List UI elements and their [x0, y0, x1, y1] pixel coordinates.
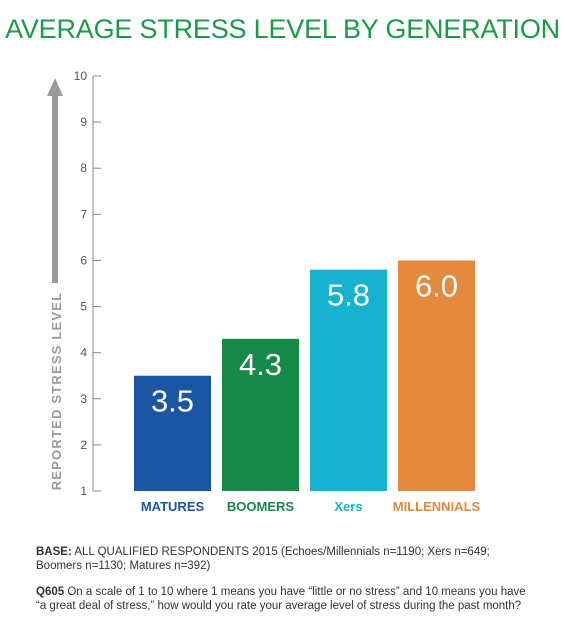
bar-chart: 1 2 3 4 5 6 7 8 9 10 REPORTED STRESS LEVEL 3.5 MATU… [47, 69, 481, 514]
base-note: BASE: ALL QUALIFIED RESPONDENTS 2015 (Ec… [36, 545, 536, 573]
data-label: 3.5 [151, 384, 194, 419]
question-text: On a scale of 1 to 10 where 1 means you … [36, 586, 526, 612]
y-tick-label: 8 [80, 161, 87, 175]
y-tick-label: 6 [80, 253, 87, 267]
data-label: 5.8 [327, 278, 370, 313]
y-tick-label: 5 [80, 300, 87, 314]
y-tick-label: 4 [80, 346, 87, 360]
y-tick-label: 9 [80, 115, 87, 129]
y-tick-label: 10 [74, 69, 88, 83]
y-axis-label: REPORTED STRESS LEVEL [49, 292, 64, 491]
x-tick-label: MATURES [141, 499, 205, 514]
base-text: ALL QUALIFIED RESPONDENTS 2015 (Echoes/M… [36, 546, 490, 572]
y-tick-label: 2 [80, 438, 87, 452]
x-tick-label: MILLENNIALS [393, 499, 481, 514]
labels: 3.5 MATURES 4.3 BOOMERS 5.8 Xers 6.0 MILLENNIAL… [141, 268, 481, 514]
bar-matures [134, 375, 211, 491]
bars [134, 260, 475, 491]
data-label: 6.0 [415, 268, 458, 303]
data-label: 4.3 [239, 347, 282, 382]
x-tick-label: BOOMERS [227, 499, 295, 514]
y-axis-arrow-head [47, 78, 63, 96]
x-tick-label: Xers [334, 499, 362, 514]
y-tick-label: 1 [80, 484, 87, 498]
y-tick-label: 3 [80, 392, 87, 406]
bar-xers [310, 269, 387, 491]
bar-millennials [398, 260, 475, 491]
question-label: Q605 [36, 586, 65, 598]
bar-boomers [222, 338, 299, 491]
base-label: BASE: [36, 546, 72, 558]
y-tick-label: 7 [80, 207, 87, 221]
question-note: Q605 On a scale of 1 to 10 where 1 means… [36, 585, 536, 613]
y-axis: 1 2 3 4 5 6 7 8 9 10 REPORTED STRESS LEVEL [47, 69, 101, 498]
chart-title: AVERAGE STRESS LEVEL BY GENERATION [5, 14, 560, 44]
